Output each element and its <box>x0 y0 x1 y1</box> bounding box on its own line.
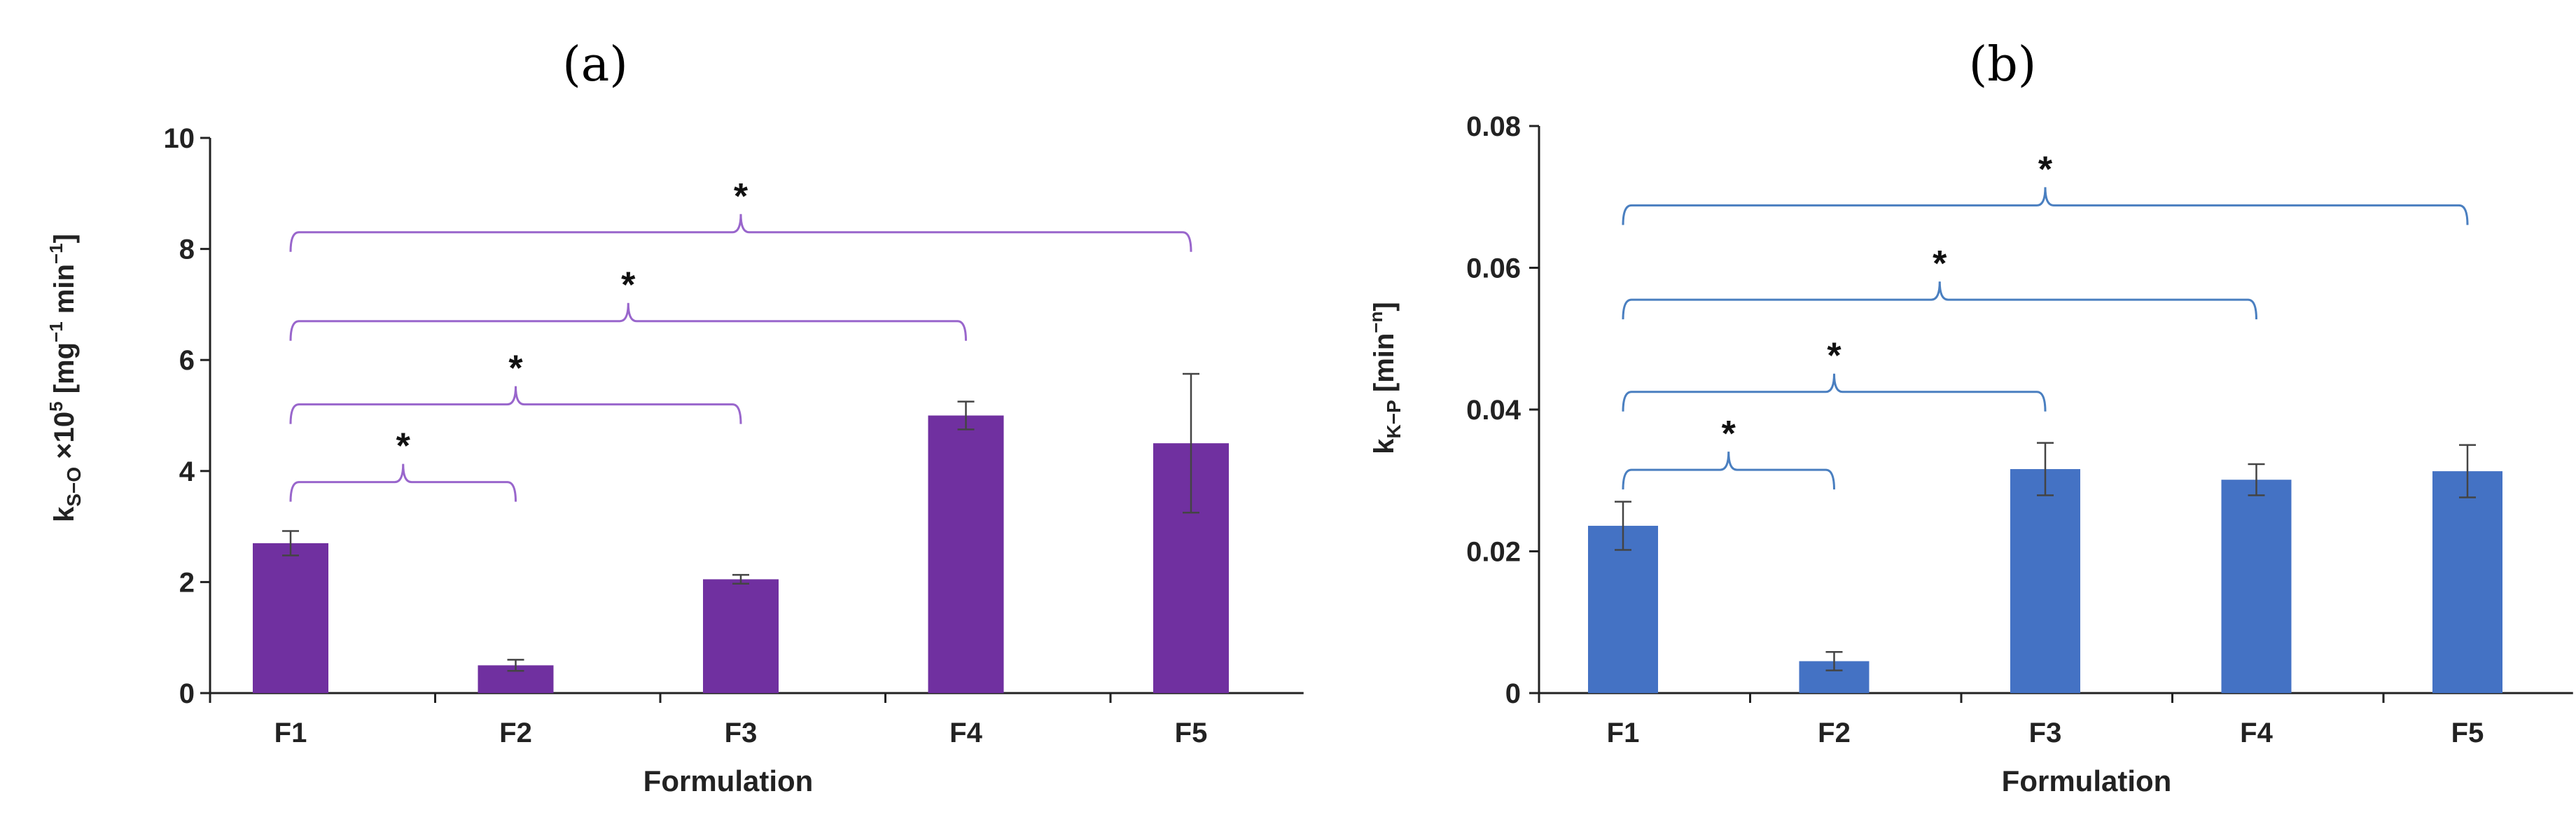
panel-a-significance-star-1: * <box>396 426 411 467</box>
panel-b-significance-star-2: * <box>1827 336 1842 377</box>
panel-b-x-tick-label-F3: F3 <box>2029 718 2062 748</box>
panel-a-significance-bracket-1 <box>289 463 517 502</box>
panel-b-x-tick-label-F4: F4 <box>2240 718 2273 748</box>
panel-a-significance-star-2: * <box>508 349 523 389</box>
panel-a-significance-star-3: * <box>621 265 636 306</box>
panel-b-significance-bracket-4 <box>1622 187 2469 225</box>
panel-b-x-tick-label-F5: F5 <box>2451 718 2484 748</box>
panel-a-x-tick-label-F3: F3 <box>725 718 758 748</box>
panel-b-significance-star-3: * <box>1933 244 1947 284</box>
panel-a-bar-F4 <box>928 415 1004 693</box>
panel-a-y-tick-label: 4 <box>179 456 195 487</box>
panel-b-label: (b) <box>1969 37 2037 92</box>
panel-a-y-tick-label: 2 <box>179 567 195 598</box>
panel-b-y-tick-label: 0.06 <box>1466 253 1521 284</box>
panel-b-x-tick-label-F2: F2 <box>1818 718 1851 748</box>
panel-a-x-tick-label-F2: F2 <box>499 718 532 748</box>
panel-b-significance-star-4: * <box>2038 149 2053 190</box>
panel-b-significance-bracket-3 <box>1622 281 2257 320</box>
panel-b-y-axis-title: kK−P [min−n] <box>1365 302 1405 454</box>
panel-b-significance-bracket-2 <box>1622 373 2047 412</box>
panel-b-x-tick-label-F1: F1 <box>1607 718 1640 748</box>
panel-a-significance-bracket-4 <box>289 214 1192 252</box>
panel-a-bar-F1 <box>253 543 328 693</box>
panel-a-y-tick-label: 8 <box>179 235 195 265</box>
panel-a-y-axis-title: kS−O ×105 [mg−1 min−1] <box>46 234 85 522</box>
panel-b-bar-F5 <box>2432 471 2502 693</box>
panel-a-label: (a) <box>562 37 628 92</box>
chart-panel-a: (a) kS−O ×105 [mg−1 min−1] Formulation 0… <box>46 37 1304 797</box>
panel-b-bar-F3 <box>2010 469 2080 693</box>
panel-a-significance-star-4: * <box>734 176 749 217</box>
panel-a-x-tick-label-F1: F1 <box>274 718 307 748</box>
panel-b-significance-star-1: * <box>1722 414 1736 454</box>
panel-a-bar-F3 <box>703 579 779 693</box>
panel-b-significance-bracket-1 <box>1622 452 1835 490</box>
panel-a-y-tick-label: 10 <box>164 123 195 154</box>
panel-a-significance-bracket-3 <box>289 302 967 341</box>
panel-a-y-tick-label: 6 <box>179 345 195 376</box>
panel-b-y-tick-label: 0 <box>1505 678 1521 709</box>
panel-b-x-axis-title: Formulation <box>2002 764 2172 797</box>
panel-a-x-tick-label-F5: F5 <box>1175 718 1208 748</box>
panel-a-x-tick-label-F4: F4 <box>949 718 982 748</box>
panel-b-bar-F4 <box>2221 480 2292 693</box>
panel-b-y-tick-label: 0.02 <box>1466 537 1521 568</box>
panel-a-significance-bracket-2 <box>289 386 742 424</box>
panel-b-bar-F1 <box>1588 526 1658 693</box>
panel-b-y-tick-label: 0.04 <box>1466 395 1522 426</box>
panel-b-y-tick-label: 0.08 <box>1466 111 1521 142</box>
panel-a-x-axis-title: Formulation <box>643 764 814 797</box>
chart-panel-b: (b) kK−P [min−n] Formulation 0 0.02 0.04 0.… <box>1365 37 2573 797</box>
panel-a-y-tick-label: 0 <box>179 678 195 709</box>
